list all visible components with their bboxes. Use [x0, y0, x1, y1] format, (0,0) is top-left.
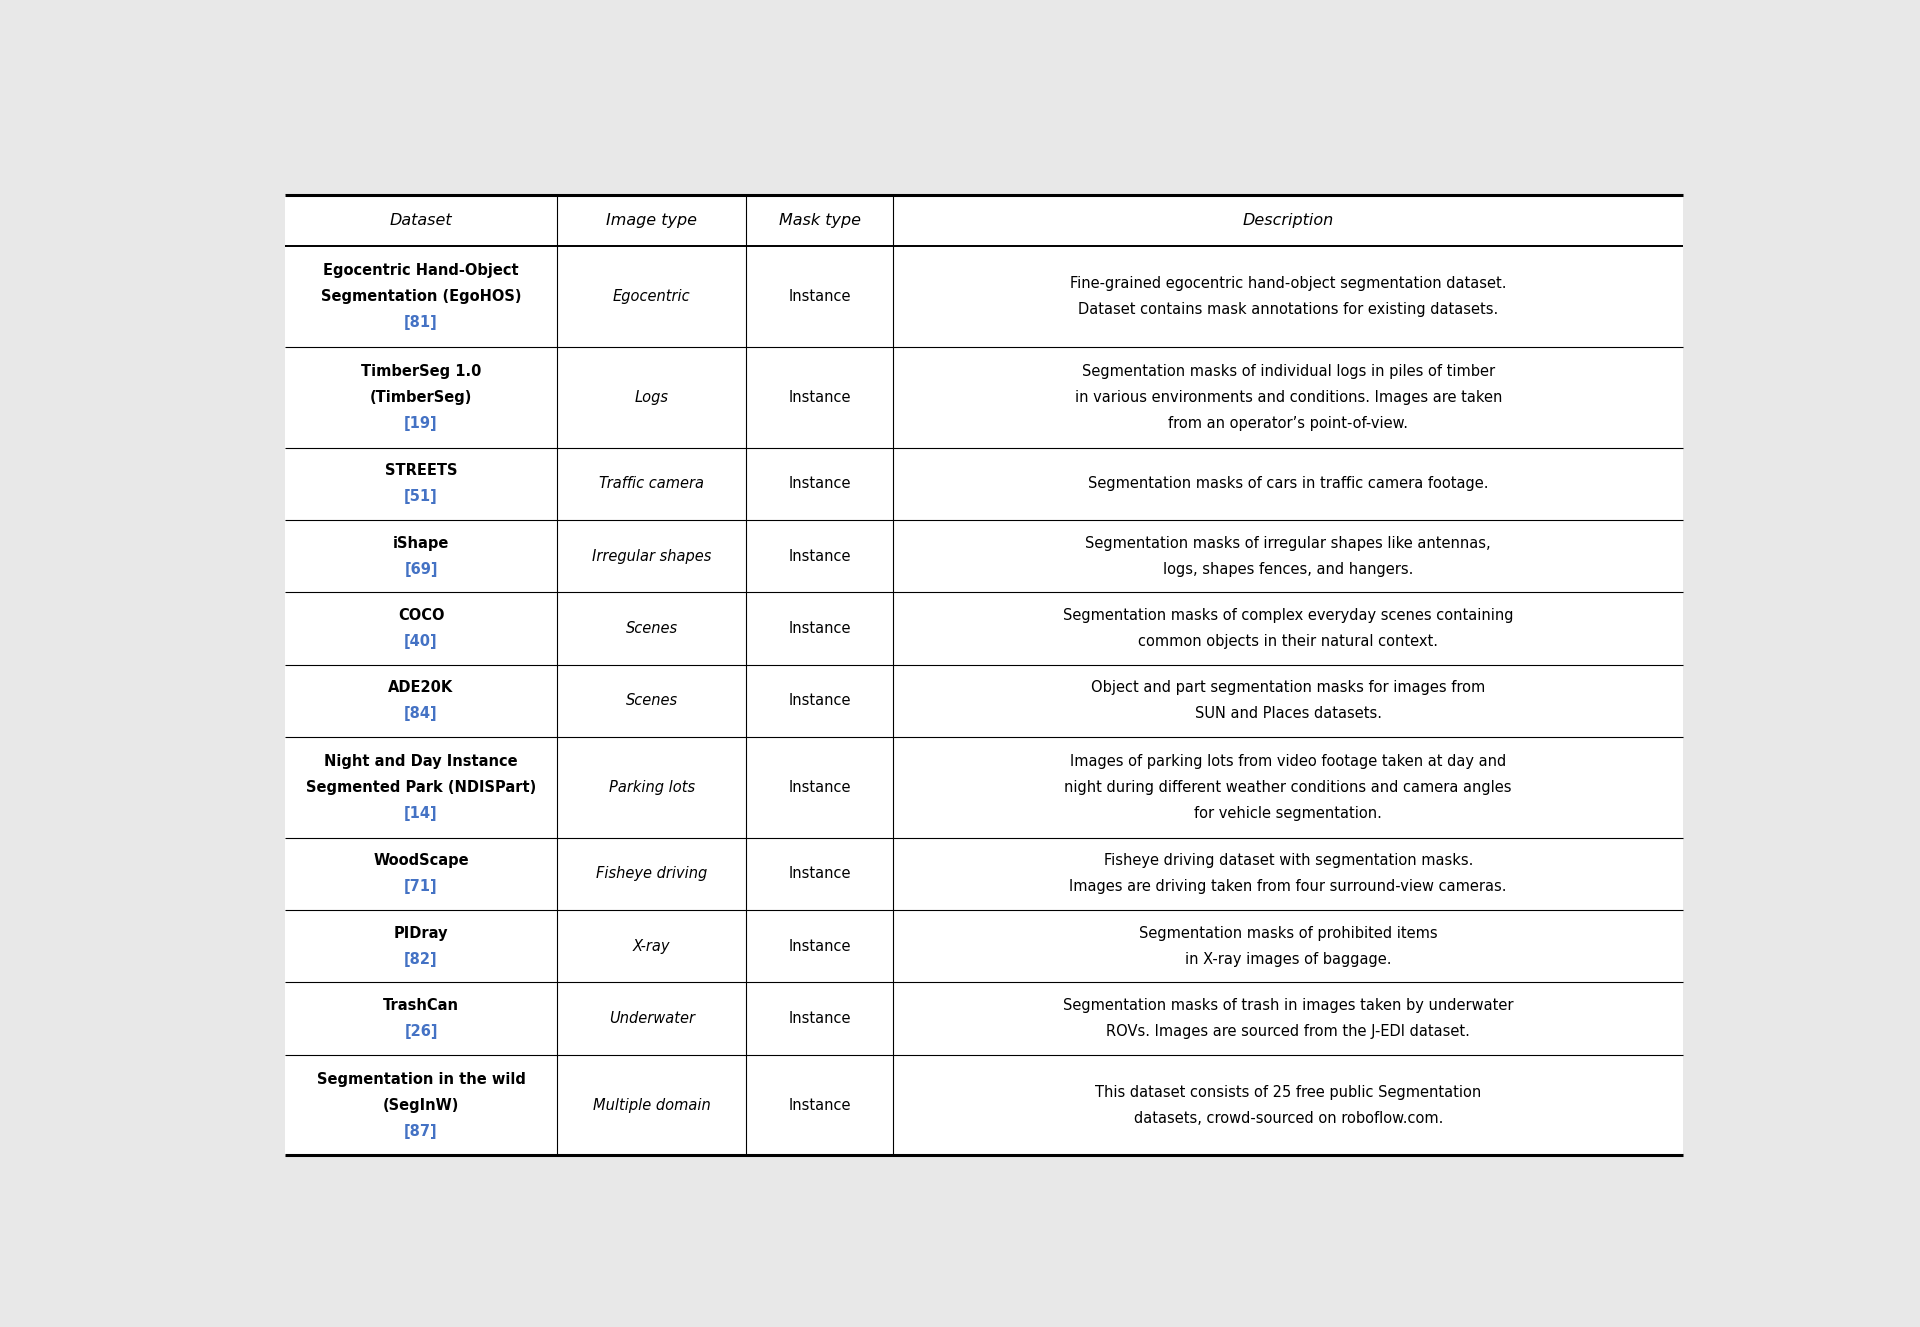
Text: Instance: Instance [789, 938, 851, 954]
Text: [51]: [51] [403, 490, 438, 504]
Text: Segmentation masks of trash in images taken by underwater: Segmentation masks of trash in images ta… [1064, 998, 1513, 1013]
Text: Instance: Instance [789, 621, 851, 636]
Text: Segmentation (EgoHOS): Segmentation (EgoHOS) [321, 289, 520, 304]
Text: Object and part segmentation masks for images from: Object and part segmentation masks for i… [1091, 681, 1486, 695]
Text: [14]: [14] [405, 805, 438, 821]
Text: [82]: [82] [405, 951, 438, 967]
Text: Dataset: Dataset [390, 214, 453, 228]
Text: iShape: iShape [394, 536, 449, 551]
Text: Fisheye driving: Fisheye driving [597, 867, 707, 881]
Text: Parking lots: Parking lots [609, 780, 695, 795]
Text: Instance: Instance [789, 867, 851, 881]
Text: Segmentation in the wild: Segmentation in the wild [317, 1071, 526, 1087]
Text: TrashCan: TrashCan [382, 998, 459, 1013]
Text: PIDray: PIDray [394, 926, 447, 941]
Text: ROVs. Images are sourced from the J-EDI dataset.: ROVs. Images are sourced from the J-EDI … [1106, 1024, 1471, 1039]
Text: (SegInW): (SegInW) [382, 1097, 459, 1112]
Text: This dataset consists of 25 free public Segmentation: This dataset consists of 25 free public … [1094, 1084, 1482, 1100]
Text: in various environments and conditions. Images are taken: in various environments and conditions. … [1075, 390, 1501, 405]
Text: Images are driving taken from four surround-view cameras.: Images are driving taken from four surro… [1069, 880, 1507, 894]
Text: COCO: COCO [397, 608, 444, 622]
Text: TimberSeg 1.0: TimberSeg 1.0 [361, 364, 482, 378]
Text: [71]: [71] [405, 880, 438, 894]
Text: Segmentation masks of prohibited items: Segmentation masks of prohibited items [1139, 926, 1438, 941]
Text: Fisheye driving dataset with segmentation masks.: Fisheye driving dataset with segmentatio… [1104, 853, 1473, 868]
Text: [26]: [26] [405, 1024, 438, 1039]
Text: Fine-grained egocentric hand-object segmentation dataset.: Fine-grained egocentric hand-object segm… [1069, 276, 1507, 291]
Text: Scenes: Scenes [626, 693, 678, 709]
Text: SUN and Places datasets.: SUN and Places datasets. [1194, 706, 1382, 722]
Text: Instance: Instance [789, 1011, 851, 1026]
Text: STREETS: STREETS [384, 463, 457, 478]
Text: ADE20K: ADE20K [388, 681, 453, 695]
Text: Egocentric Hand-Object: Egocentric Hand-Object [323, 263, 518, 277]
Text: logs, shapes fences, and hangers.: logs, shapes fences, and hangers. [1164, 561, 1413, 577]
Text: Instance: Instance [789, 693, 851, 709]
Text: Multiple domain: Multiple domain [593, 1097, 710, 1112]
Text: Dataset contains mask annotations for existing datasets.: Dataset contains mask annotations for ex… [1079, 303, 1498, 317]
Text: Segmentation masks of irregular shapes like antennas,: Segmentation masks of irregular shapes l… [1085, 536, 1492, 551]
Text: Instance: Instance [789, 1097, 851, 1112]
Text: in X-ray images of baggage.: in X-ray images of baggage. [1185, 951, 1392, 967]
Text: Underwater: Underwater [609, 1011, 695, 1026]
Text: night during different weather conditions and camera angles: night during different weather condition… [1064, 780, 1511, 795]
Text: Segmentation masks of individual logs in piles of timber: Segmentation masks of individual logs in… [1081, 364, 1496, 378]
Text: [69]: [69] [405, 561, 438, 577]
Text: Instance: Instance [789, 548, 851, 564]
Text: [84]: [84] [405, 706, 438, 722]
Text: (TimberSeg): (TimberSeg) [371, 390, 472, 405]
Text: Image type: Image type [607, 214, 697, 228]
Text: datasets, crowd-sourced on roboflow.com.: datasets, crowd-sourced on roboflow.com. [1133, 1111, 1444, 1125]
Text: WoodScape: WoodScape [372, 853, 468, 868]
Text: Logs: Logs [636, 390, 668, 405]
Text: Segmented Park (NDISPart): Segmented Park (NDISPart) [305, 780, 536, 795]
Text: [87]: [87] [405, 1124, 438, 1139]
Text: Instance: Instance [789, 780, 851, 795]
Text: common objects in their natural context.: common objects in their natural context. [1139, 634, 1438, 649]
Text: Egocentric: Egocentric [612, 289, 691, 304]
Text: Mask type: Mask type [780, 214, 860, 228]
Text: from an operator’s point-of-view.: from an operator’s point-of-view. [1167, 415, 1407, 431]
Text: [81]: [81] [403, 314, 438, 330]
Text: for vehicle segmentation.: for vehicle segmentation. [1194, 805, 1382, 821]
Text: Segmentation masks of complex everyday scenes containing: Segmentation masks of complex everyday s… [1064, 608, 1513, 622]
Text: [19]: [19] [405, 415, 438, 431]
Text: Segmentation masks of cars in traffic camera footage.: Segmentation masks of cars in traffic ca… [1089, 476, 1488, 491]
Text: Images of parking lots from video footage taken at day and: Images of parking lots from video footag… [1069, 754, 1507, 768]
Text: Traffic camera: Traffic camera [599, 476, 705, 491]
Text: Instance: Instance [789, 476, 851, 491]
Text: Instance: Instance [789, 289, 851, 304]
Text: X-ray: X-ray [634, 938, 670, 954]
Text: Description: Description [1242, 214, 1334, 228]
Text: Scenes: Scenes [626, 621, 678, 636]
Text: Night and Day Instance: Night and Day Instance [324, 754, 518, 768]
Text: Irregular shapes: Irregular shapes [591, 548, 712, 564]
Text: [40]: [40] [405, 634, 438, 649]
Text: Instance: Instance [789, 390, 851, 405]
